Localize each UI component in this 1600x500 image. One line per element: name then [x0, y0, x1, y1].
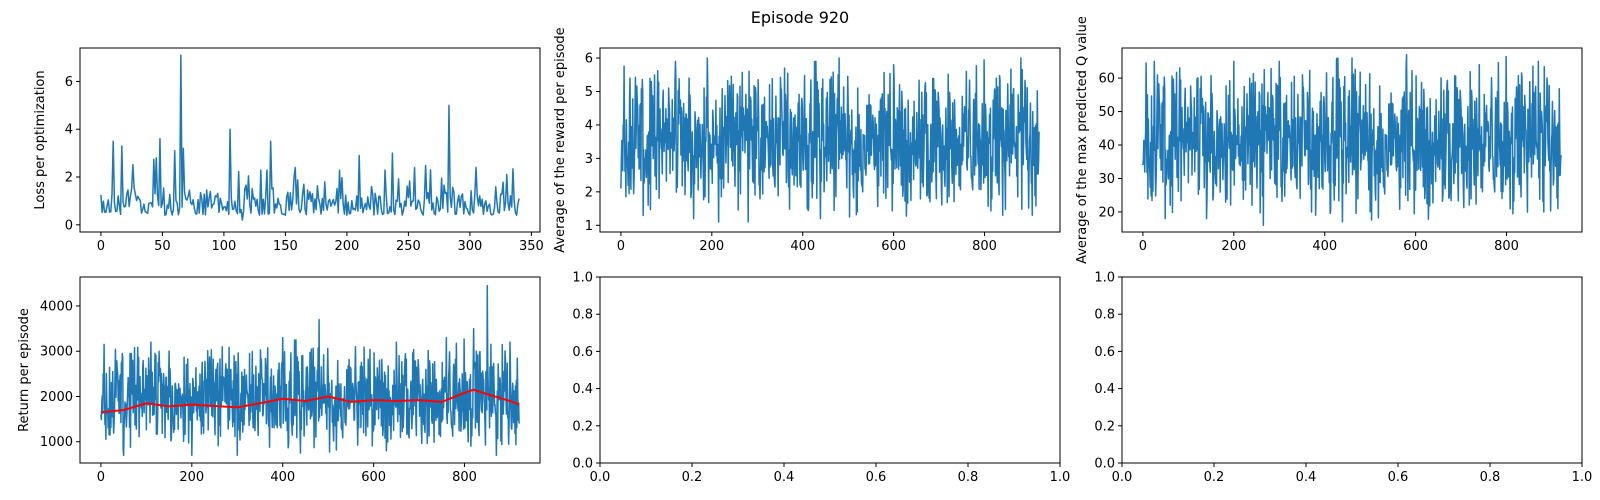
x-tick-label: 250	[396, 239, 421, 254]
y-axis-label: Average of the max predicted Q value	[1075, 16, 1090, 264]
y-tick-label: 0.4	[1094, 382, 1115, 397]
y-tick-label: 1	[585, 219, 593, 234]
x-tick-label: 0.4	[1296, 470, 1317, 485]
x-tick-label: 200	[334, 239, 359, 254]
axes-frame	[599, 47, 1061, 233]
y-tick-label: 30	[1098, 172, 1115, 187]
x-tick-label: 350	[519, 239, 544, 254]
y-tick-label: 0.2	[1094, 419, 1115, 434]
axes-frame	[79, 47, 541, 233]
x-tick-label: 0.6	[1388, 470, 1409, 485]
y-tick-label: 2000	[40, 390, 73, 405]
axes-frame	[599, 276, 1061, 464]
x-tick-label: 0.8	[1480, 470, 1501, 485]
y-tick-label: 0.8	[572, 308, 593, 323]
chart-reward: 0 200 400 600 800 1 2 3 4 5 6 Average of the reward…	[553, 27, 1061, 254]
y-tick-label: 1000	[40, 435, 73, 450]
y-tick-label: 0.4	[572, 382, 593, 397]
x-tick-label: 1.0	[1572, 470, 1593, 485]
series-line	[1142, 53, 1562, 227]
y-tick-label: 3000	[40, 345, 73, 360]
x-tick-label: 600	[881, 239, 906, 254]
x-tick-label: 0.0	[590, 470, 611, 485]
moving-average-line	[100, 388, 520, 414]
y-tick-label: 4	[585, 118, 593, 133]
x-tick-label: 0.2	[1204, 470, 1225, 485]
y-tick-label: 4000	[40, 299, 73, 314]
y-axis-label: Loss per optimization	[33, 70, 48, 209]
y-tick-label: 3	[585, 152, 593, 167]
y-axis-label: Average of the reward per episode	[553, 27, 568, 252]
x-tick-label: 400	[1312, 239, 1337, 254]
y-tick-label: 0.6	[1094, 345, 1115, 360]
x-tick-label: 150	[273, 239, 298, 254]
x-tick-label: 0	[97, 470, 105, 485]
figure-title: Episode 920	[751, 8, 849, 27]
x-tick-label: 1.0	[1050, 470, 1071, 485]
x-tick-label: 0.4	[774, 470, 795, 485]
x-tick-label: 0.8	[958, 470, 979, 485]
y-tick-label: 20	[1098, 205, 1115, 220]
y-tick-label: 0.0	[572, 457, 593, 472]
series-line	[100, 284, 520, 457]
series-line	[620, 57, 1040, 223]
x-tick-label: 0	[1139, 239, 1147, 254]
x-tick-label: 0	[97, 239, 105, 254]
y-tick-label: 5	[585, 85, 593, 100]
x-tick-label: 800	[1494, 239, 1519, 254]
series-group	[1142, 53, 1562, 227]
series-group	[620, 57, 1040, 223]
x-tick-label: 0.2	[682, 470, 703, 485]
y-tick-label: 2	[585, 185, 593, 200]
axes-frame	[79, 276, 541, 464]
series-group	[100, 284, 520, 457]
y-tick-label: 2	[65, 171, 73, 186]
chart-loss: 0 50 100 150 200 250 300 350 0 2 4 6 Loss per optimi…	[33, 47, 544, 254]
x-tick-label: 800	[452, 470, 477, 485]
y-tick-label: 50	[1098, 105, 1115, 120]
y-tick-label: 0	[65, 218, 73, 233]
x-tick-label: 0.6	[866, 470, 887, 485]
y-tick-label: 6	[585, 52, 593, 67]
y-tick-label: 1.0	[572, 271, 593, 286]
y-tick-label: 0.2	[572, 419, 593, 434]
x-tick-label: 0.0	[1112, 470, 1133, 485]
y-tick-label: 0.0	[1094, 457, 1115, 472]
y-tick-label: 1.0	[1094, 271, 1115, 286]
y-tick-label: 0.6	[572, 345, 593, 360]
axes-frame	[1121, 47, 1583, 233]
x-tick-label: 400	[270, 470, 295, 485]
x-tick-label: 800	[972, 239, 997, 254]
axes-frame	[1121, 276, 1583, 464]
x-tick-label: 100	[211, 239, 236, 254]
x-tick-label: 600	[361, 470, 386, 485]
x-tick-label: 200	[179, 470, 204, 485]
y-tick-label: 60	[1098, 72, 1115, 87]
series-line	[100, 54, 520, 221]
x-tick-label: 600	[1403, 239, 1428, 254]
x-tick-label: 200	[1221, 239, 1246, 254]
x-tick-label: 50	[154, 239, 171, 254]
x-tick-label: 300	[457, 239, 482, 254]
y-tick-label: 4	[65, 123, 73, 138]
chart-return: 0 200 400 600 800 1000 2000 3000 4000 Return per …	[17, 276, 541, 485]
x-tick-label: 0	[617, 239, 625, 254]
x-tick-label: 400	[790, 239, 815, 254]
chart-empty-1: 0.0 0.2 0.4 0.6 0.8 1.0 0.0 0.2 0.4 0.6 0.8 1.0	[572, 271, 1070, 486]
y-tick-label: 6	[65, 75, 73, 90]
y-tick-label: 40	[1098, 139, 1115, 154]
x-tick-label: 200	[699, 239, 724, 254]
y-axis-label: Return per episode	[17, 308, 32, 432]
y-tick-label: 0.8	[1094, 308, 1115, 323]
chart-qvalue: 0 200 400 600 800 20 30 40 50 60 Average of the ma…	[1075, 16, 1583, 264]
series-group	[100, 54, 520, 221]
chart-empty-2: 0.0 0.2 0.4 0.6 0.8 1.0 0.0 0.2 0.4 0.6 0.8 1.0	[1094, 271, 1592, 486]
